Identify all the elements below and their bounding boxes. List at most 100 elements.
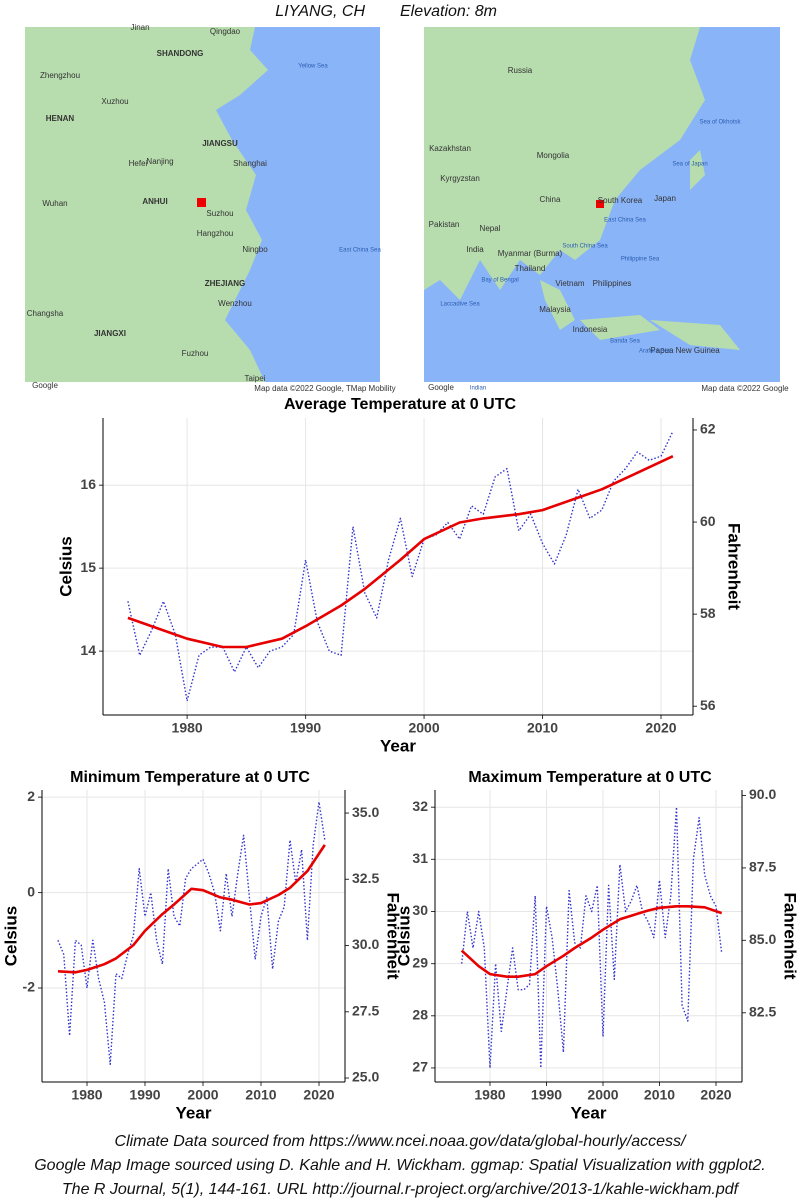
y2-axis-label: Fahrenheit <box>725 523 744 610</box>
y2-tick-label: 27.5 <box>352 1002 379 1018</box>
map-label: Russia <box>508 66 533 75</box>
y2-tick-label: 82.5 <box>749 1003 776 1019</box>
plot-panel <box>42 790 345 1082</box>
map-label: Thailand <box>515 264 546 273</box>
y-axis-label: Celsius <box>1 906 20 966</box>
map-sea <box>216 27 380 382</box>
map-label: Sea of Okhotsk <box>699 120 741 126</box>
map-label: Zhengzhou <box>40 71 80 80</box>
y2-tick-label: 90.0 <box>749 786 776 802</box>
chart-title: Minimum Temperature at 0 UTC <box>70 769 310 786</box>
y-axis-label: Celsius <box>394 906 413 966</box>
station-marker <box>596 200 604 208</box>
footer-line: Google Map Image sourced using D. Kahle … <box>34 1157 766 1174</box>
x-axis-label: Year <box>571 1103 607 1122</box>
map-label: Jinan <box>130 23 149 32</box>
map-label: HENAN <box>46 114 75 123</box>
elevation: Elevation: 8m <box>400 3 497 20</box>
map-land <box>690 150 705 190</box>
map-label: Mongolia <box>537 151 570 160</box>
map-label: China <box>540 195 561 204</box>
y-tick-label: 14 <box>80 642 96 658</box>
y2-tick-label: 60 <box>700 513 716 529</box>
y2-axis-label: Fahrenheit <box>384 893 403 980</box>
map-label: Laccadive Sea <box>440 302 480 308</box>
x-axis-label: Year <box>176 1103 212 1122</box>
chart-title: Maximum Temperature at 0 UTC <box>468 769 712 786</box>
smooth-line <box>460 905 723 978</box>
map-label: Bay of Bengal <box>481 278 518 284</box>
y-tick-label: 30 <box>412 902 428 918</box>
smooth-line <box>57 844 326 974</box>
y2-tick-label: 87.5 <box>749 859 776 875</box>
plot-panel <box>435 790 742 1082</box>
map-label: Philippines <box>593 279 632 288</box>
y2-tick-label: 35.0 <box>352 804 379 820</box>
map-label: East China Sea <box>604 218 646 224</box>
y2-tick-label: 58 <box>700 605 716 621</box>
y-tick-label: -2 <box>23 979 36 995</box>
map-label: Google <box>32 381 58 390</box>
x-tick-label: 2010 <box>527 720 558 736</box>
map-label: Map data ©2022 Google <box>701 384 789 393</box>
map-label: South China Sea <box>562 244 608 250</box>
annual-line <box>461 806 723 1069</box>
map-label: Ningbo <box>242 245 268 254</box>
map-label: Suzhou <box>206 209 233 218</box>
y2-axis-label: Fahrenheit <box>781 893 800 980</box>
footer-line: The R Journal, 5(1), 144-161. URL http:/… <box>62 1181 740 1198</box>
map-label: Shanghai <box>233 159 267 168</box>
map-label: JIANGXI <box>94 329 126 338</box>
map-label: Map data ©2022 Google, TMap Mobility <box>254 384 395 393</box>
map-label: Hangzhou <box>197 229 233 238</box>
y-tick-label: 28 <box>412 1006 428 1022</box>
map-label: Google <box>428 383 454 392</box>
x-tick-label: 2020 <box>303 1087 334 1103</box>
map-land <box>540 280 575 330</box>
map-land <box>650 320 740 350</box>
map-label: ANHUI <box>142 197 167 206</box>
y-tick-label: 15 <box>80 559 96 575</box>
map-label: Nanjing <box>146 157 173 166</box>
map-label: SHANDONG <box>157 49 204 58</box>
map-label: Indian <box>470 386 486 392</box>
map-label: Yellow Sea <box>298 64 328 70</box>
location: LIYANG, CH <box>275 3 365 20</box>
y2-tick-label: 30.0 <box>352 936 379 952</box>
x-tick-label: 1990 <box>129 1087 160 1103</box>
map-label: ZHEJIANG <box>205 279 245 288</box>
map-label: Hefei <box>129 159 148 168</box>
station-marker <box>197 198 206 207</box>
smooth-line <box>127 455 674 649</box>
map-land <box>424 27 705 300</box>
map-regional <box>25 27 380 382</box>
y2-tick-label: 32.5 <box>352 870 379 886</box>
y-tick-label: 29 <box>412 954 428 970</box>
y-tick-label: 16 <box>80 476 96 492</box>
y2-tick-label: 85.0 <box>749 931 776 947</box>
map-label: Indonesia <box>573 325 608 334</box>
x-tick-label: 2020 <box>645 720 676 736</box>
map-label: Nepal <box>480 224 501 233</box>
y-tick-label: 2 <box>27 788 35 804</box>
map-label: Sea of Japan <box>672 162 707 168</box>
map-label: Wuhan <box>42 199 67 208</box>
map-label: Kazakhstan <box>429 144 471 153</box>
map-label: Japan <box>654 194 676 203</box>
x-tick-label: 1990 <box>531 1087 562 1103</box>
map-label: Philippine Sea <box>621 257 660 263</box>
footer-line: Climate Data sourced from https://www.nc… <box>115 1133 688 1150</box>
y2-tick-label: 25.0 <box>352 1069 379 1085</box>
x-tick-label: 2020 <box>700 1087 731 1103</box>
map-label: Fuzhou <box>182 349 209 358</box>
map-label: Taipei <box>245 374 266 383</box>
map-label: Wenzhou <box>218 299 252 308</box>
x-tick-label: 1980 <box>71 1087 102 1103</box>
x-tick-label: 1980 <box>474 1087 505 1103</box>
y-tick-label: 27 <box>412 1059 428 1075</box>
x-tick-label: 2000 <box>187 1087 218 1103</box>
map-label: Arafura Sea <box>639 349 672 355</box>
map-label: India <box>466 245 484 254</box>
y-tick-label: 32 <box>412 798 428 814</box>
